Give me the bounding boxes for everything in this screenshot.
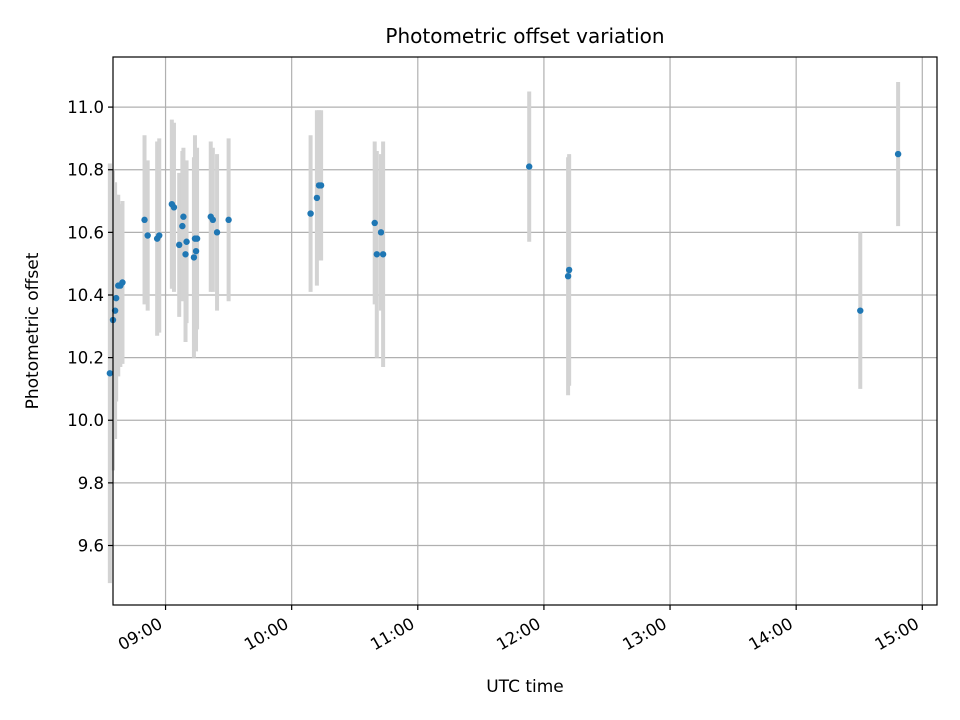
data-point bbox=[213, 229, 221, 236]
data-point bbox=[156, 232, 163, 239]
y-axis: 9.6 9.8 10.0 10.2 10.4 10.6 10.8 11.0 bbox=[67, 98, 113, 556]
data-point bbox=[209, 216, 217, 224]
data-point bbox=[170, 204, 178, 211]
data-point bbox=[179, 222, 186, 230]
data-point bbox=[106, 370, 114, 377]
data-point bbox=[307, 210, 314, 217]
data-point bbox=[176, 241, 183, 249]
data-point bbox=[565, 266, 573, 274]
data-point bbox=[183, 238, 190, 245]
data-point bbox=[119, 279, 126, 286]
data-point bbox=[317, 182, 325, 189]
y-tick-label: 9.8 bbox=[78, 474, 104, 493]
x-axis-title: UTC time bbox=[486, 677, 564, 697]
data-point bbox=[144, 232, 151, 239]
data-point bbox=[192, 247, 200, 255]
y-tick-label: 10.6 bbox=[67, 223, 104, 242]
data-point bbox=[193, 235, 201, 242]
grid bbox=[113, 57, 937, 605]
data-point bbox=[180, 213, 187, 220]
data-point bbox=[564, 273, 572, 280]
y-tick-label: 9.6 bbox=[78, 537, 104, 556]
data-point bbox=[313, 194, 321, 202]
data-points bbox=[106, 150, 902, 377]
y-axis-title: Photometric offset bbox=[23, 252, 43, 409]
data-point bbox=[373, 251, 381, 258]
data-point bbox=[857, 307, 864, 314]
data-point bbox=[894, 150, 902, 158]
y-tick-label: 10.0 bbox=[67, 411, 104, 430]
data-point bbox=[377, 229, 385, 236]
data-point bbox=[526, 163, 533, 170]
chart-title: Photometric offset variation bbox=[385, 24, 664, 48]
data-point bbox=[182, 251, 189, 258]
data-point bbox=[190, 254, 198, 261]
y-tick-label: 11.0 bbox=[67, 98, 104, 117]
data-point bbox=[379, 251, 387, 258]
data-point bbox=[112, 294, 120, 302]
y-tick-label: 10.8 bbox=[67, 161, 104, 180]
y-tick-label: 10.4 bbox=[67, 286, 104, 305]
plot-frame bbox=[112, 56, 938, 606]
data-point bbox=[371, 219, 378, 227]
y-tick-label: 10.2 bbox=[67, 349, 104, 368]
data-point bbox=[225, 216, 232, 224]
data-point bbox=[141, 216, 148, 224]
